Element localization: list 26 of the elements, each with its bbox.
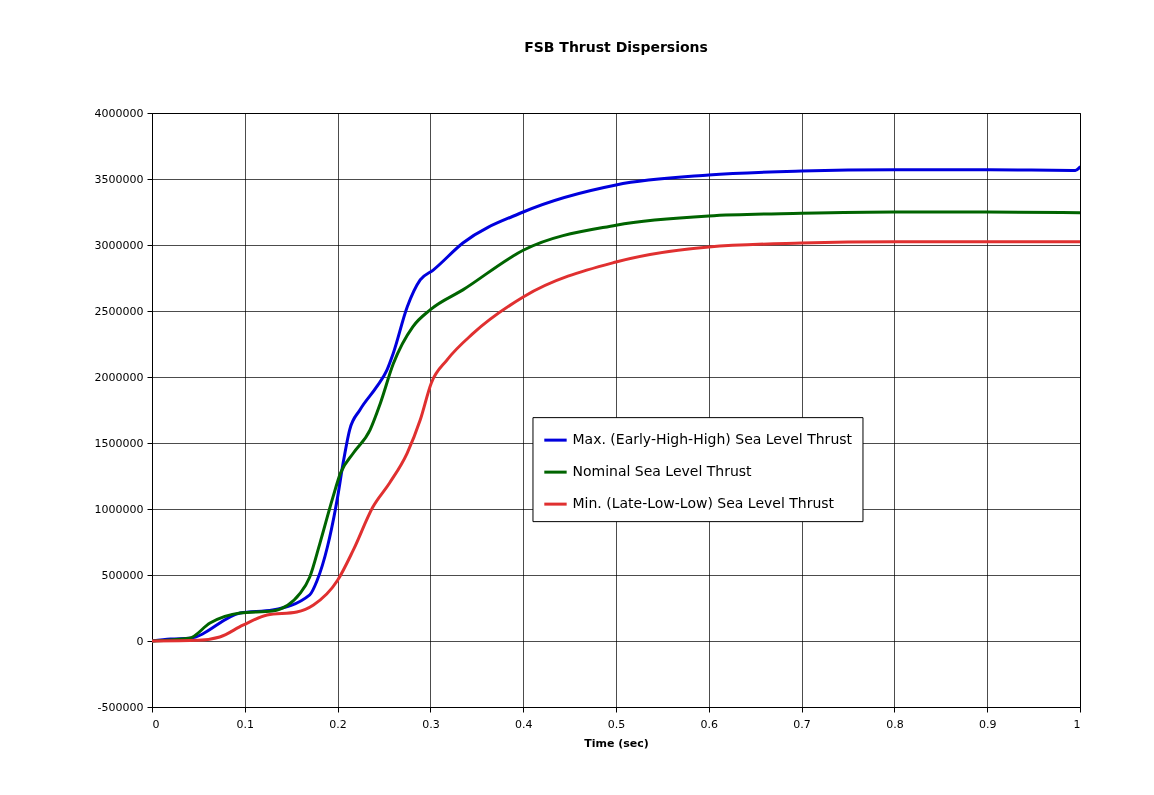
x-tick-label: 0.3 — [422, 717, 440, 731]
y-tick-label: 500000 — [101, 568, 144, 582]
y-tick-label: -500000 — [97, 700, 144, 714]
y-tick-label: 3000000 — [94, 238, 144, 252]
x-tick-label: 0.9 — [978, 717, 997, 731]
chart-title: FSB Thrust Dispersions — [524, 39, 708, 55]
y-tick-label: 3500000 — [94, 172, 144, 186]
x-tick-label: 0.4 — [514, 717, 533, 731]
x-tick-label: 1 — [1073, 717, 1081, 731]
y-tick-label: 0 — [136, 634, 144, 648]
x-axis-title: Time (sec) — [584, 736, 649, 750]
x-tick-label: 0 — [152, 717, 160, 731]
legend-label: Max. (Early-High-High) Sea Level Thrust — [572, 431, 853, 448]
x-tick-label: 0.7 — [793, 717, 811, 731]
legend-label: Nominal Sea Level Thrust — [572, 463, 753, 480]
y-tick-label: 1000000 — [94, 502, 144, 516]
y-tick-label: 2000000 — [94, 370, 144, 384]
x-tick-label: 0.5 — [607, 717, 626, 731]
x-tick-label: 0.2 — [329, 717, 347, 731]
y-tick-label: 2500000 — [94, 304, 144, 318]
x-tick-label: 0.6 — [700, 717, 719, 731]
legend-label: Min. (Late-Low-Low) Sea Level Thrust — [572, 495, 835, 512]
y-tick-label: 4000000 — [94, 106, 144, 120]
y-tick-label: 1500000 — [94, 436, 144, 450]
x-tick-label: 0.8 — [886, 717, 904, 731]
x-tick-label: 0.1 — [236, 717, 255, 731]
